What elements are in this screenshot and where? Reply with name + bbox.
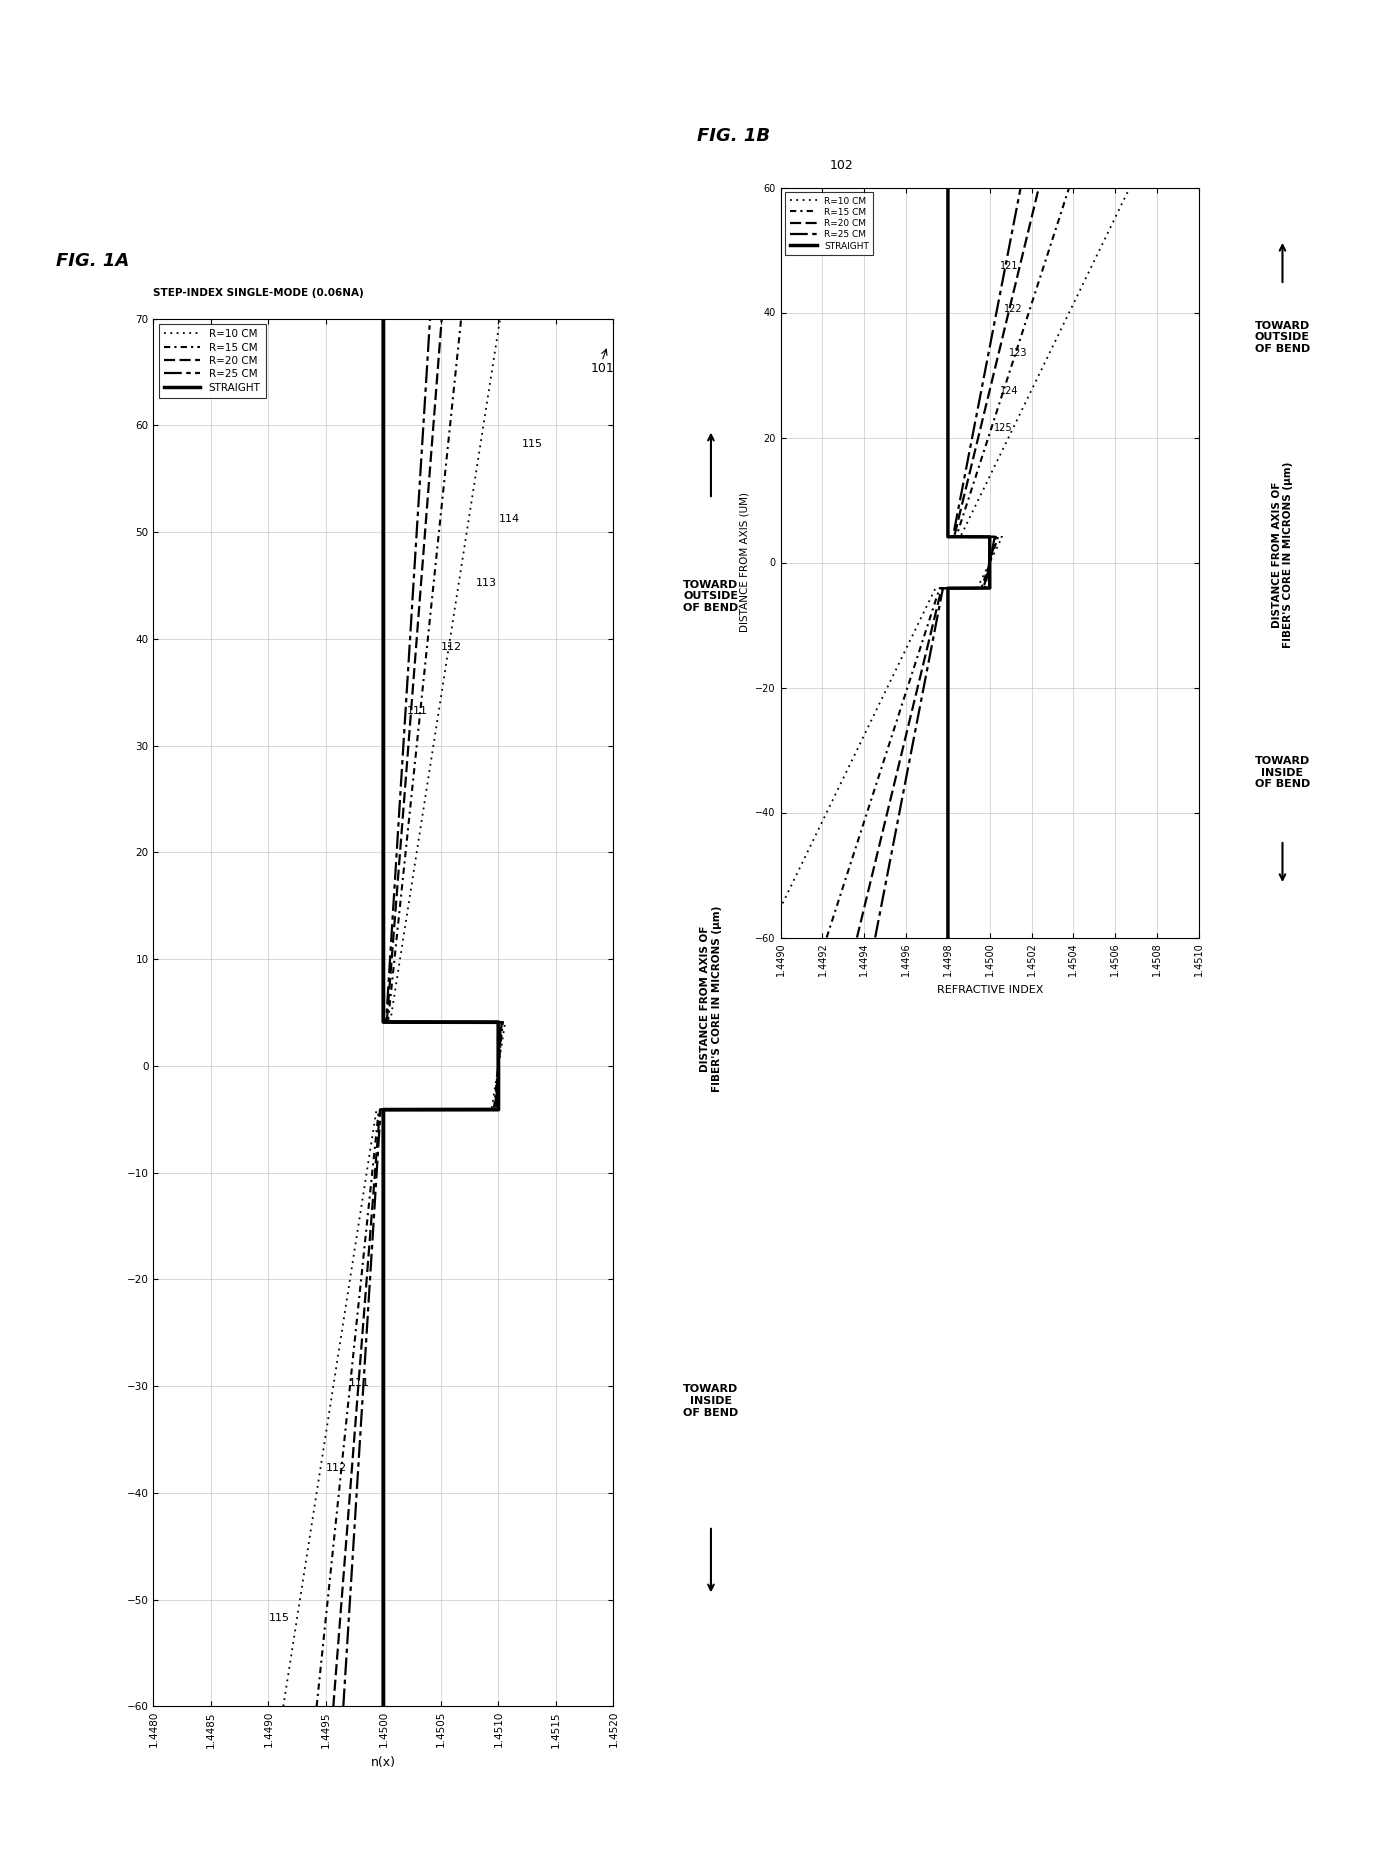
Text: 122: 122 [1005, 304, 1023, 315]
Text: 124: 124 [1001, 386, 1019, 396]
Text: 111: 111 [406, 705, 428, 716]
Text: 123: 123 [1009, 349, 1027, 358]
Text: DISTANCE FROM AXIS OF
FIBER'S CORE IN MICRONS (μm): DISTANCE FROM AXIS OF FIBER'S CORE IN MI… [700, 906, 722, 1091]
Text: 121: 121 [1001, 261, 1019, 270]
Text: 114: 114 [498, 514, 520, 523]
Text: 125: 125 [994, 424, 1012, 433]
Text: 101: 101 [590, 362, 615, 375]
Text: 112: 112 [326, 1464, 347, 1474]
Text: FIG. 1B: FIG. 1B [697, 128, 769, 144]
Text: TOWARD
INSIDE
OF BEND: TOWARD INSIDE OF BEND [1255, 756, 1310, 789]
Text: 115: 115 [269, 1612, 290, 1624]
Text: 115: 115 [521, 439, 542, 448]
Text: STEP-INDEX SINGLE-MODE (0.06NA): STEP-INDEX SINGLE-MODE (0.06NA) [153, 289, 364, 298]
Text: TOWARD
OUTSIDE
OF BEND: TOWARD OUTSIDE OF BEND [683, 579, 739, 613]
Text: 102: 102 [829, 159, 853, 172]
Y-axis label: DISTANCE FROM AXIS (UM): DISTANCE FROM AXIS (UM) [740, 493, 750, 632]
X-axis label: REFRACTIVE INDEX: REFRACTIVE INDEX [937, 984, 1043, 994]
Text: DISTANCE FROM AXIS OF
FIBER'S CORE IN MICRONS (μm): DISTANCE FROM AXIS OF FIBER'S CORE IN MI… [1271, 461, 1294, 649]
Legend: R=10 CM, R=15 CM, R=20 CM, R=25 CM, STRAIGHT: R=10 CM, R=15 CM, R=20 CM, R=25 CM, STRA… [785, 191, 874, 255]
Text: 111: 111 [348, 1378, 369, 1388]
X-axis label: n(x): n(x) [371, 1757, 396, 1768]
Text: 113: 113 [475, 578, 496, 587]
Text: FIG. 1A: FIG. 1A [56, 253, 130, 270]
Text: 112: 112 [441, 641, 461, 652]
Text: TOWARD
INSIDE
OF BEND: TOWARD INSIDE OF BEND [683, 1384, 739, 1418]
Text: TOWARD
OUTSIDE
OF BEND: TOWARD OUTSIDE OF BEND [1255, 321, 1310, 354]
Legend: R=10 CM, R=15 CM, R=20 CM, R=25 CM, STRAIGHT: R=10 CM, R=15 CM, R=20 CM, R=25 CM, STRA… [159, 324, 266, 398]
